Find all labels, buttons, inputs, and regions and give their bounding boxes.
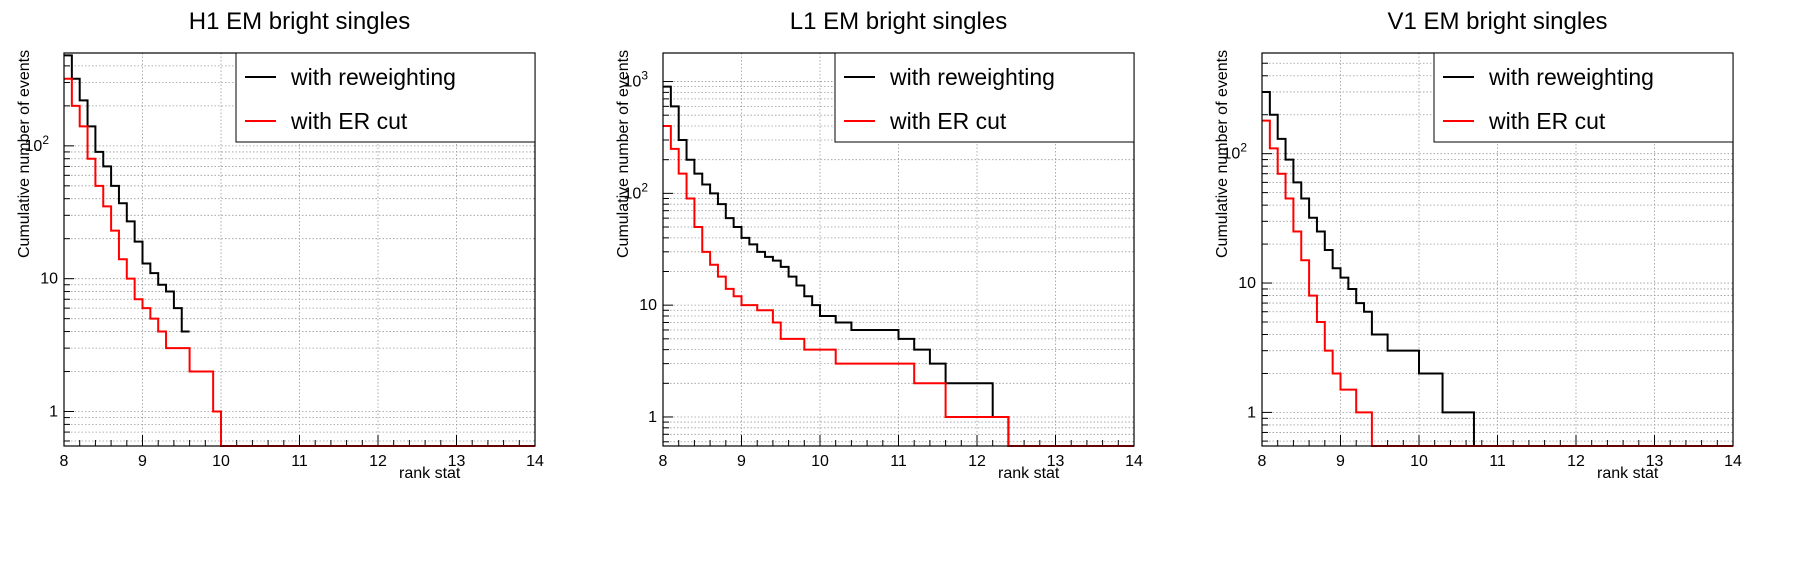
legend: with reweighting with ER cut [834,52,1135,143]
x-tick-label: 10 [1410,453,1428,470]
y-tick-label: 10 [1238,275,1256,292]
series-line [1262,119,1733,447]
y-tick-label: 1 [1247,404,1256,421]
x-tick-label: 11 [291,453,308,470]
x-tick-label: 8 [60,453,69,470]
x-tick-label: 12 [968,453,986,470]
legend-box [834,52,1135,143]
x-tick-label: 9 [1336,453,1345,470]
legend-label: with reweighting [1488,64,1654,90]
x-tick-label: 13 [1646,453,1664,470]
x-axis-label: rank stat [1597,465,1659,482]
series-line [1262,90,1733,447]
series-line [64,54,190,333]
x-tick-label: 10 [811,453,829,470]
x-tick-label: 14 [526,453,544,470]
x-tick-label: 12 [369,453,387,470]
y-tick-label: 10 [40,271,58,288]
legend-box [1433,52,1734,143]
series-line [663,85,1134,447]
legend: with reweighting with ER cut [1433,52,1734,143]
y-axis-label: Cumulative number of events [615,49,632,258]
y-tick-label: 10 [639,297,657,314]
x-tick-label: 9 [138,453,147,470]
x-axis-label: rank stat [998,465,1060,482]
legend-label: with ER cut [1488,108,1606,134]
x-tick-label: 8 [1258,453,1267,470]
x-tick-label: 14 [1125,453,1143,470]
legend: with reweighting with ER cut [235,52,536,143]
y-axis-label: Cumulative number of events [16,49,33,258]
series-line [663,125,1134,447]
legend-label: with ER cut [290,108,408,134]
y-axis-label: Cumulative number of events [1214,49,1231,258]
chart-title: L1 EM bright singles [789,8,1008,35]
x-axis-label: rank stat [399,465,461,482]
legend-label: with ER cut [889,108,1007,134]
legend-label: with reweighting [290,64,456,90]
chart-panel-v1: V1 EM bright singles 8 9 10 11 12 13 14 1 10 102 w… [1198,0,1797,576]
y-tick-label: 1 [648,409,657,426]
grid [63,52,536,446]
x-tick-label: 11 [1489,453,1506,470]
x-tick-label: 8 [659,453,668,470]
chart-title: V1 EM bright singles [1387,8,1608,35]
chart-panel-l1: L1 EM bright singles 8 9 10 11 12 13 14 1 10 102 1… [599,0,1198,576]
x-tick-label: 10 [212,453,230,470]
legend-box [235,52,536,143]
x-tick-label: 9 [737,453,746,470]
x-tick-label: 14 [1724,453,1742,470]
x-tick-label: 12 [1567,453,1585,470]
y-tick-label: 1 [49,404,58,421]
series-line [64,77,535,447]
chart-panel-h1: H1 EM bright singles 8 9 10 11 12 13 14 1 10 102 w… [0,0,599,576]
chart-title: H1 EM bright singles [188,8,411,35]
x-tick-label: 11 [890,453,907,470]
legend-label: with reweighting [889,64,1055,90]
x-tick-label: 13 [1047,453,1065,470]
x-tick-label: 13 [448,453,466,470]
